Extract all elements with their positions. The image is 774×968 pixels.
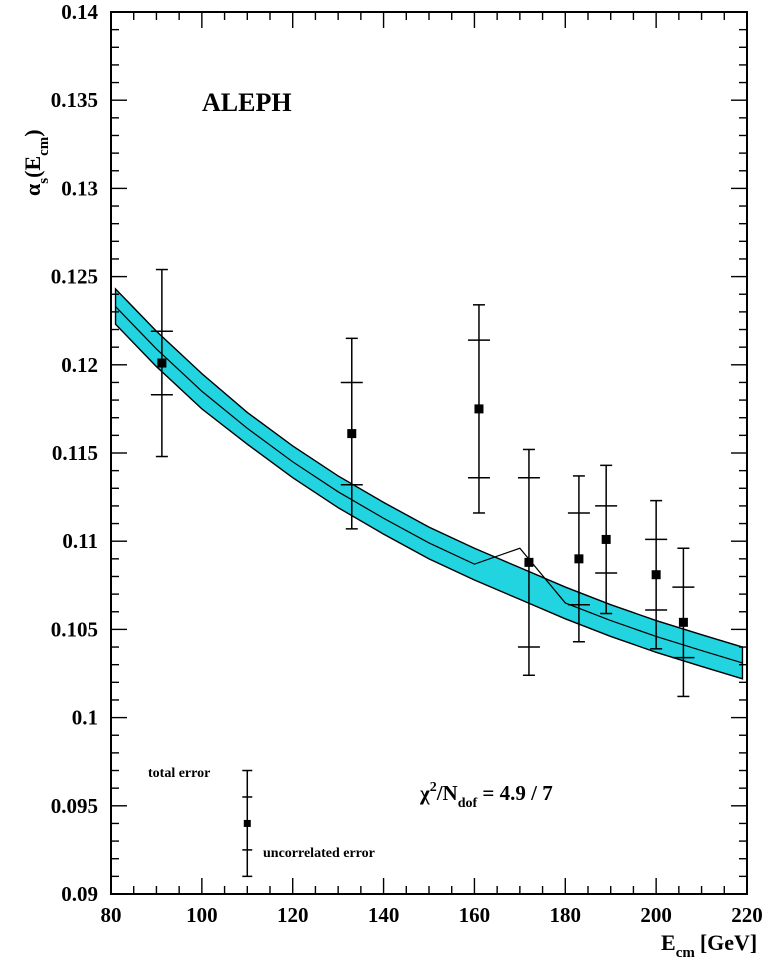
data-point-group [595,464,618,615]
fit-band [114,287,744,680]
y-tick-label: 0.135 [51,88,98,112]
x-tick-label: 100 [186,903,218,927]
y-tick-label: 0.11 [62,529,98,553]
x-label-sub: cm [676,945,696,961]
y-tick-label: 0.105 [51,617,98,641]
data-point [474,404,484,414]
x-tick-label: 200 [640,903,672,927]
y-tick-label: 0.13 [61,176,98,200]
x-tick-label: 80 [101,903,122,927]
data-point [347,429,357,439]
y-label-greek: α [20,183,45,196]
y-tick-label: 0.12 [61,353,98,377]
chi2-slash: /N [436,781,458,805]
data-point-group [150,268,173,458]
chi2-annotation: χ2/Ndof = 4.9 / 7 [419,780,553,811]
chi2-value: = 4.9 / 7 [477,781,553,805]
y-axis-label: αs(Ecm) [20,129,52,196]
x-tick-label: 140 [368,903,400,927]
legend-layer [242,769,253,878]
data-point [574,554,584,564]
chi2-symbol: χ [419,781,430,805]
data-point-group [672,547,695,698]
data-point-group [467,304,490,514]
data-point-group [517,448,540,677]
data-point-group [645,499,668,650]
data-point [678,617,688,627]
chi2-sub: dof [458,796,478,811]
fit-band-layer [114,287,744,680]
x-label-main: E [661,930,676,955]
data-point [157,358,167,368]
y-tick-label: 0.095 [51,794,98,818]
x-tick-label: 180 [550,903,582,927]
y-label-sub: s [36,178,52,184]
data-point [651,570,661,580]
data-point-group [340,337,363,530]
svg-text:αs(Ecm): αs(Ecm) [20,129,52,196]
data-point [601,534,611,544]
x-label-unit: [GeV] [700,930,757,955]
legend-data-point [243,819,251,827]
data-points-layer [150,268,695,698]
uncorrelated-error-label: uncorrelated error [263,846,375,861]
y-tick-label: 0.14 [61,0,98,24]
y-tick-label: 0.09 [61,882,98,906]
y-tick-label: 0.1 [72,706,98,730]
data-point [524,557,534,567]
plot-frame [110,11,748,895]
fit-central-line [115,306,743,664]
y-tick-label: 0.125 [51,265,98,289]
x-tick-label: 160 [459,903,491,927]
y-tick-label: 0.115 [52,441,98,465]
chart-title: ALEPH [202,88,292,117]
ticks-layer: 80 100 120 140 160 180 200 220 0.09 0.095 0.1 0.105… [51,0,763,927]
chi2-sup: 2 [430,780,437,795]
total-error-label: total error [148,766,210,781]
y-label-arg-sub: cm [36,136,52,156]
x-axis-label: Ecm [GeV] [661,930,757,961]
legend-point-group [242,769,253,878]
y-label-arg: E [20,156,45,171]
x-tick-label: 120 [277,903,309,927]
data-point-group [567,475,590,643]
x-tick-label: 220 [731,903,763,927]
